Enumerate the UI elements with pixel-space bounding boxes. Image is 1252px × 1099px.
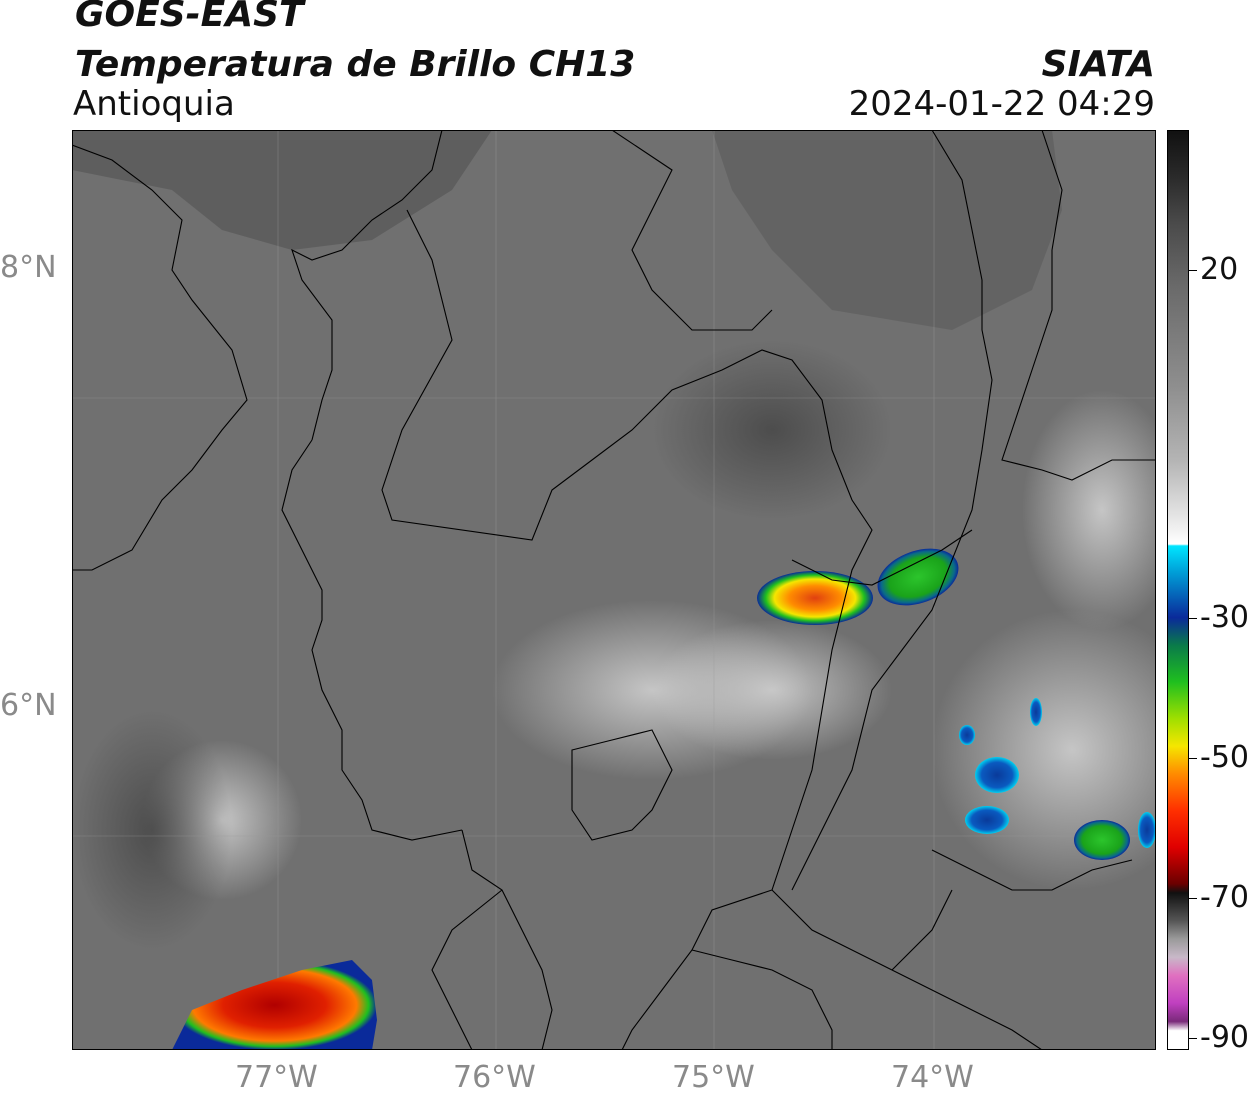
colorbar-tick (1189, 270, 1197, 271)
satellite-map[interactable] (72, 130, 1156, 1050)
boundaries (72, 130, 1156, 1050)
colorbar-label-20: 20 (1200, 252, 1239, 287)
graticule (72, 130, 1156, 1050)
dark-region-ne (712, 130, 1062, 330)
product-title: Temperatura de Brillo CH13 (75, 44, 636, 85)
colorbar-tick (1189, 898, 1197, 899)
storm-cell (975, 757, 1019, 793)
lon-label-74w: 74°W (891, 1060, 974, 1095)
colorbar-tick (1189, 618, 1197, 619)
cloud-patch (652, 620, 892, 760)
colorbar-tick (1189, 758, 1197, 759)
colorbar (1167, 130, 1189, 1050)
lat-label-8n: 8°N (0, 250, 57, 285)
storm-cell (965, 806, 1009, 834)
storm-cell (877, 548, 959, 606)
colorbar-label-minus30: -30 (1200, 600, 1249, 635)
lat-label-6n: 6°N (0, 688, 57, 723)
dark-patch (72, 710, 232, 950)
storm-cell (1030, 698, 1042, 726)
region-label: Antioquia (73, 84, 235, 124)
chart-title: GOES-EAST (75, 0, 304, 35)
storm-cell (959, 725, 975, 745)
cloud-patch (1022, 390, 1156, 630)
colorbar-label-minus50: -50 (1200, 740, 1249, 775)
storm-cell (1074, 820, 1130, 860)
colorbar-tick (1189, 1038, 1197, 1039)
colorbar-label-minus90: -90 (1200, 1020, 1249, 1055)
dark-patch (652, 340, 892, 520)
lon-label-77w: 77°W (235, 1060, 318, 1095)
lon-label-75w: 75°W (672, 1060, 755, 1095)
storm-cell (172, 960, 377, 1050)
lon-label-76w: 76°W (453, 1060, 536, 1095)
organization-label: SIATA (1041, 44, 1155, 85)
storm-cell (1138, 812, 1156, 848)
datetime-label: 2024-01-22 04:29 (848, 84, 1155, 124)
storm-cell (757, 571, 873, 625)
sea-region (72, 130, 492, 250)
satellite-map-canvas (72, 130, 1156, 1050)
colorbar-label-minus70: -70 (1200, 880, 1249, 915)
